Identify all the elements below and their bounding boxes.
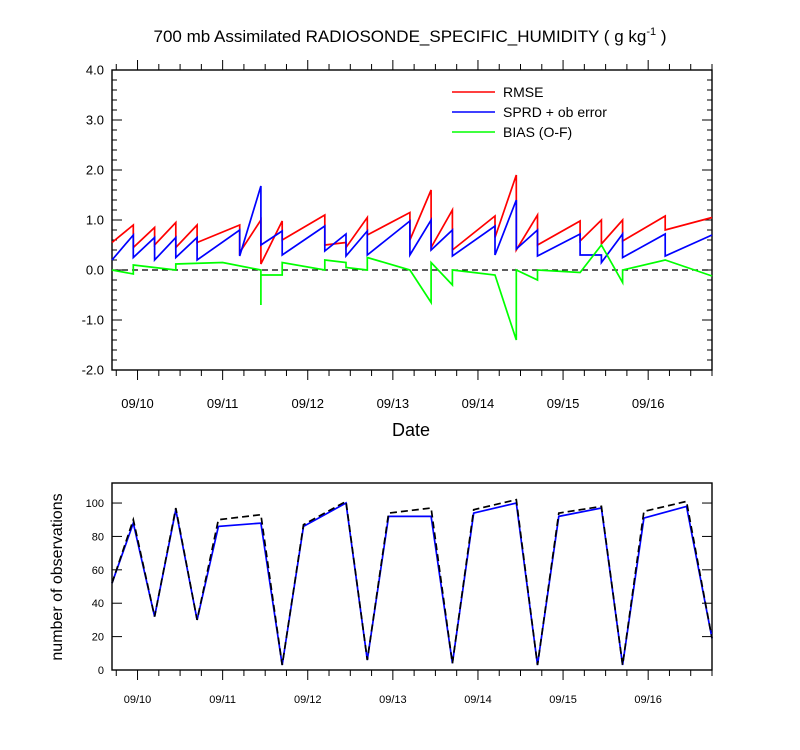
- legend-label-bias: BIAS (O-F): [503, 124, 572, 140]
- top-x-tick-label: 09/10: [121, 396, 154, 411]
- top-series-sprd-ob-error-line: [111, 185, 713, 266]
- bottom-x-tick-label: 09/11: [209, 694, 236, 706]
- bottom-y-tick-label: 20: [92, 632, 104, 644]
- top-plot: -2.0 -1.0 0.0 1.0 2.0 3.0 4.0 09/10 09/11 09/12 09…: [82, 60, 713, 411]
- chart-title: 700 mb Assimilated RADIOSONDE_SPECIFIC_H…: [154, 26, 667, 46]
- x-axis-label: Date: [392, 420, 430, 440]
- top-x-tick-label: 09/11: [207, 396, 239, 411]
- bottom-y-tick-label: 80: [92, 531, 104, 543]
- top-x-tick-label: 09/14: [462, 396, 495, 411]
- bottom-plot-frame: [111, 482, 713, 671]
- bottom-series-total-line: [111, 498, 713, 666]
- top-x-tick-label: 09/12: [291, 396, 324, 411]
- top-series-bias-o-f-line: [111, 243, 713, 341]
- legend: RMSE SPRD + ob error BIAS (O-F): [452, 84, 607, 140]
- top-y-tick-label: -1.0: [82, 313, 104, 328]
- bottom-x-tick-label: 09/14: [464, 694, 492, 706]
- y-axis-label: number of observations: [49, 493, 66, 660]
- top-x-tick-label: 09/13: [377, 396, 410, 411]
- bottom-x-tick-label: 09/15: [549, 694, 577, 706]
- top-y-tick-label: 1.0: [86, 213, 104, 228]
- bottom-x-tick-label: 09/13: [379, 694, 407, 706]
- bottom-x-tick-label: 09/16: [634, 694, 662, 706]
- top-y-tick-label: 2.0: [86, 163, 104, 178]
- bottom-y-tick-label: 100: [86, 498, 104, 510]
- top-series-rmse-line: [111, 174, 713, 265]
- bottom-y-tick-label: 0: [98, 665, 104, 677]
- bottom-y-tick-label: 60: [92, 565, 104, 577]
- legend-label-rmse: RMSE: [503, 84, 543, 100]
- top-y-tick-label: -2.0: [82, 363, 104, 378]
- top-x-tick-label: 09/16: [632, 396, 665, 411]
- bottom-x-tick-label: 09/10: [124, 694, 152, 706]
- bottom-plot: 0 20 40 60 80 100 09/10 09/11 09/12 09/13 09/14 09/…: [86, 482, 713, 706]
- top-y-tick-label: 3.0: [86, 113, 104, 128]
- top-y-tick-label: 4.0: [86, 63, 104, 78]
- bottom-x-tick-label: 09/12: [294, 694, 322, 706]
- legend-label-sprd: SPRD + ob error: [503, 104, 607, 120]
- top-y-tick-label: 0.0: [86, 263, 104, 278]
- top-x-tick-label: 09/15: [547, 396, 580, 411]
- bottom-y-tick-label: 40: [92, 598, 104, 610]
